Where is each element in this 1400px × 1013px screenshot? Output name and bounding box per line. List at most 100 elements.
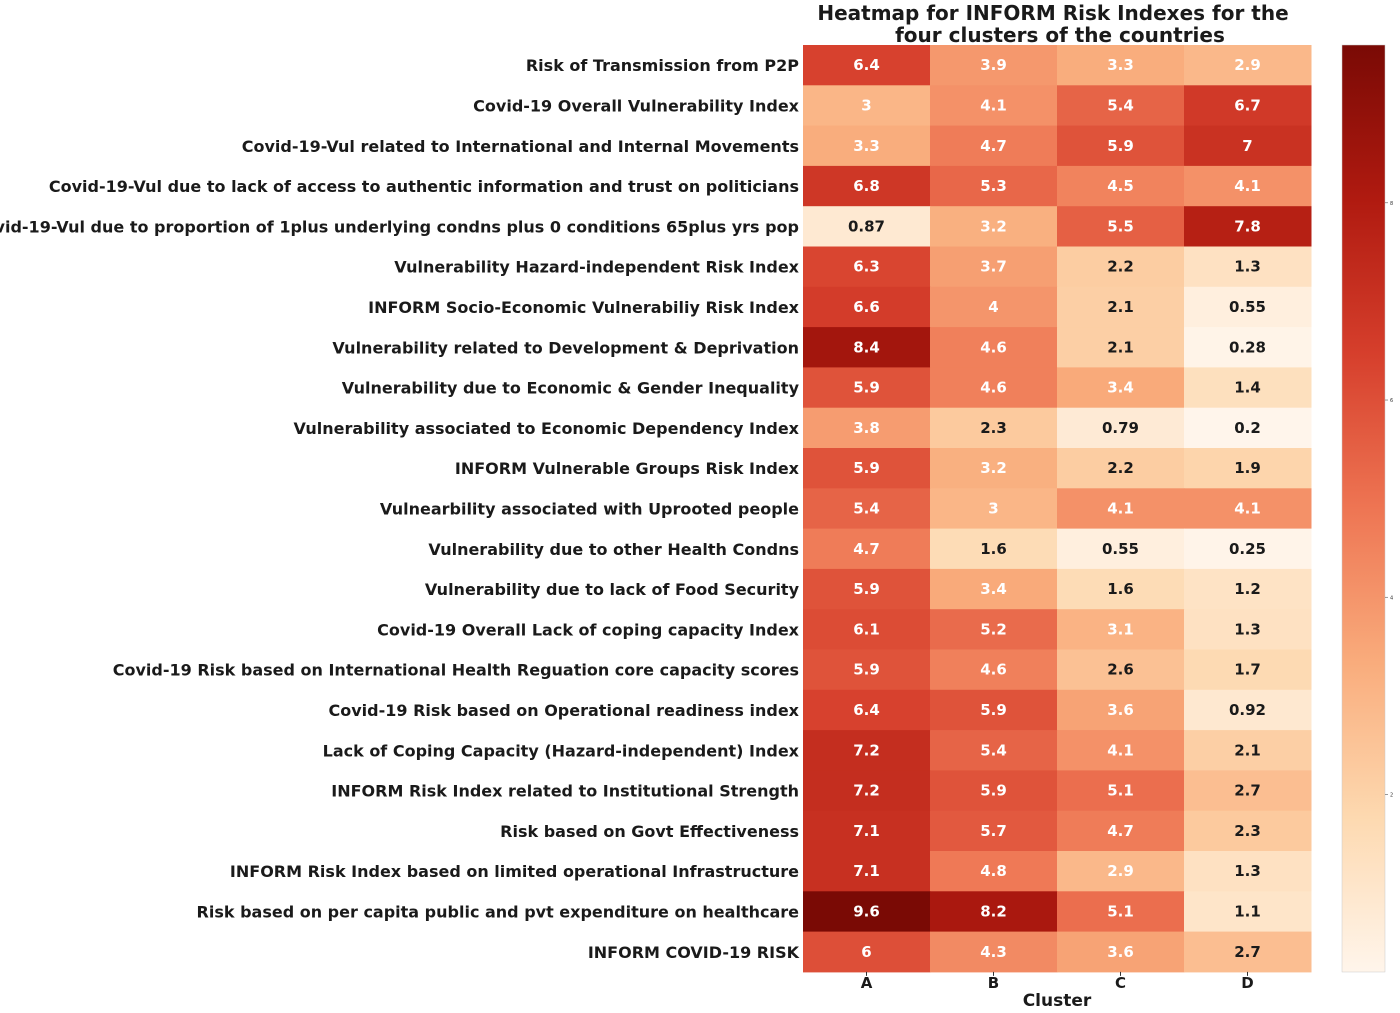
cell-value-label: 1.4 [1234,379,1261,397]
cell-value-label: 0.87 [848,217,885,235]
heatmap-cell [1184,931,1312,973]
cell-value-label: 4.6 [980,661,1007,679]
heatmap-cell [803,528,931,570]
heatmap-cell [1184,85,1312,127]
cell-value-label: 4.1 [1234,177,1261,195]
row-label: Covid-19 Overall Lack of coping capacity… [377,620,800,639]
cell-value-label: 1.7 [1234,661,1261,679]
heatmap-cell [1057,568,1185,610]
cell-value-label: 5.4 [980,741,1007,759]
cell-value-label: 0.2 [1234,419,1261,437]
heatmap-cell [1057,891,1185,933]
colorbar-border [1341,44,1386,973]
heatmap-cell [930,407,1058,449]
heatmap-cell [1184,689,1312,731]
colorbar-ticks: 2 4 6 8 [1341,44,1393,973]
cell-value-label: 4.1 [980,96,1007,114]
heatmap-cell [1184,327,1312,368]
cell-value-label: 2.3 [980,419,1007,437]
heatmap-cell [1184,488,1312,530]
row-label: Covid-19-Vul due to lack of access to au… [49,177,799,196]
row-label: Vulnearbility associated with Uprooted p… [380,499,799,518]
cell-value-label: 7.1 [853,862,880,880]
heatmap-cell [1184,448,1312,489]
row-label: Covid-19 Risk based on International Hea… [113,661,799,680]
cell-value-label: 7.1 [853,822,880,840]
heatmap-cell [1184,286,1312,328]
heatmap-cell [930,125,1058,167]
cell-value-label: 6.7 [1234,96,1261,114]
heatmap-cell [1184,206,1312,247]
cell-value-label: 4.1 [1234,499,1261,517]
heatmap-cell [803,165,931,207]
cell-value-label: 5.9 [980,701,1007,719]
heatmap-cell [1057,246,1185,288]
heatmap-cell [803,206,931,247]
cell-value-label: 5.9 [1107,137,1134,155]
cell-value-label: 0.55 [1102,540,1139,558]
x-tick-label: C [1115,974,1126,992]
cell-value-label: 8.4 [853,338,880,356]
heatmap-cell [803,45,931,86]
heatmap-cell [1057,609,1185,650]
heatmap-cell [803,891,931,933]
heatmap-cell [930,206,1058,247]
cell-value-label: 4.1 [1107,499,1134,517]
cell-value-label: 1.2 [1234,580,1261,598]
cell-value-label: 2.1 [1107,298,1134,316]
cell-value-label: 5.3 [980,177,1007,195]
x-axis-label: Cluster [1023,991,1092,1011]
cell-value-label: 2.2 [1107,258,1134,276]
heatmap-cell [1184,407,1312,449]
cell-value-label: 6.1 [853,620,880,638]
cell-value-label: 4.6 [980,338,1007,356]
cell-value-label: 0.25 [1229,540,1266,558]
cell-value-label: 2.1 [1234,741,1261,759]
heatmap-cell [1057,125,1185,167]
cell-value-label: 7.2 [853,741,880,759]
cell-value-label: 4.8 [980,862,1007,880]
heatmap-cell [1057,851,1185,892]
row-label: INFORM Risk Index related to Institution… [331,782,799,801]
heatmap-cell [930,327,1058,368]
heatmap-cell [1184,568,1312,610]
cell-value-label: 5.7 [980,822,1007,840]
heatmap-cell [930,770,1058,812]
row-label: Vulnerability due to other Health Condns [428,540,799,559]
cell-value-label: 5.9 [853,459,880,477]
cell-value-label: 3.2 [980,459,1007,477]
cell-value-label: 3.7 [980,258,1007,276]
heatmap-cell [930,85,1058,127]
heatmap-cell [803,367,931,409]
heatmap-cell [1057,45,1185,86]
cell-value-label: 0.92 [1229,701,1266,719]
cell-value-label: 3.4 [1107,379,1134,397]
cell-value-label: 9.6 [853,902,880,920]
heatmap-cell [1184,649,1312,691]
heatmap-cell [930,689,1058,731]
row-labels: Risk of Transmission from P2P Covid-19 Ov… [0,56,800,962]
heatmap-cell [1184,528,1312,570]
heatmap-cell [803,568,931,610]
cell-value-label: 4 [988,298,998,316]
cell-value-label: 5.1 [1107,902,1134,920]
cell-value-label: 3.8 [853,419,880,437]
colorbar-tick-label: 2 [1390,792,1393,798]
heatmap-cell [930,649,1058,691]
cell-value-label: 5.2 [980,620,1007,638]
heatmap-cell [803,246,931,288]
heatmap-cell [930,931,1058,973]
heatmap-cell [1057,407,1185,449]
colorbar-tick-label: 6 [1390,398,1393,404]
cell-value-label: 3.6 [1107,943,1134,961]
row-label: Vulnerability due to Economic & Gender I… [342,379,800,398]
heatmap-cell [1057,689,1185,731]
cell-value-label: 7.2 [853,782,880,800]
cell-value-label: 5.5 [1107,217,1134,235]
cell-value-label: 3.3 [1107,56,1134,74]
cell-value-label: 3.2 [980,217,1007,235]
row-label: Covid-19 Risk based on Operational readi… [328,701,799,720]
cell-value-label: 2.9 [1107,862,1134,880]
heatmap-cell [930,165,1058,207]
